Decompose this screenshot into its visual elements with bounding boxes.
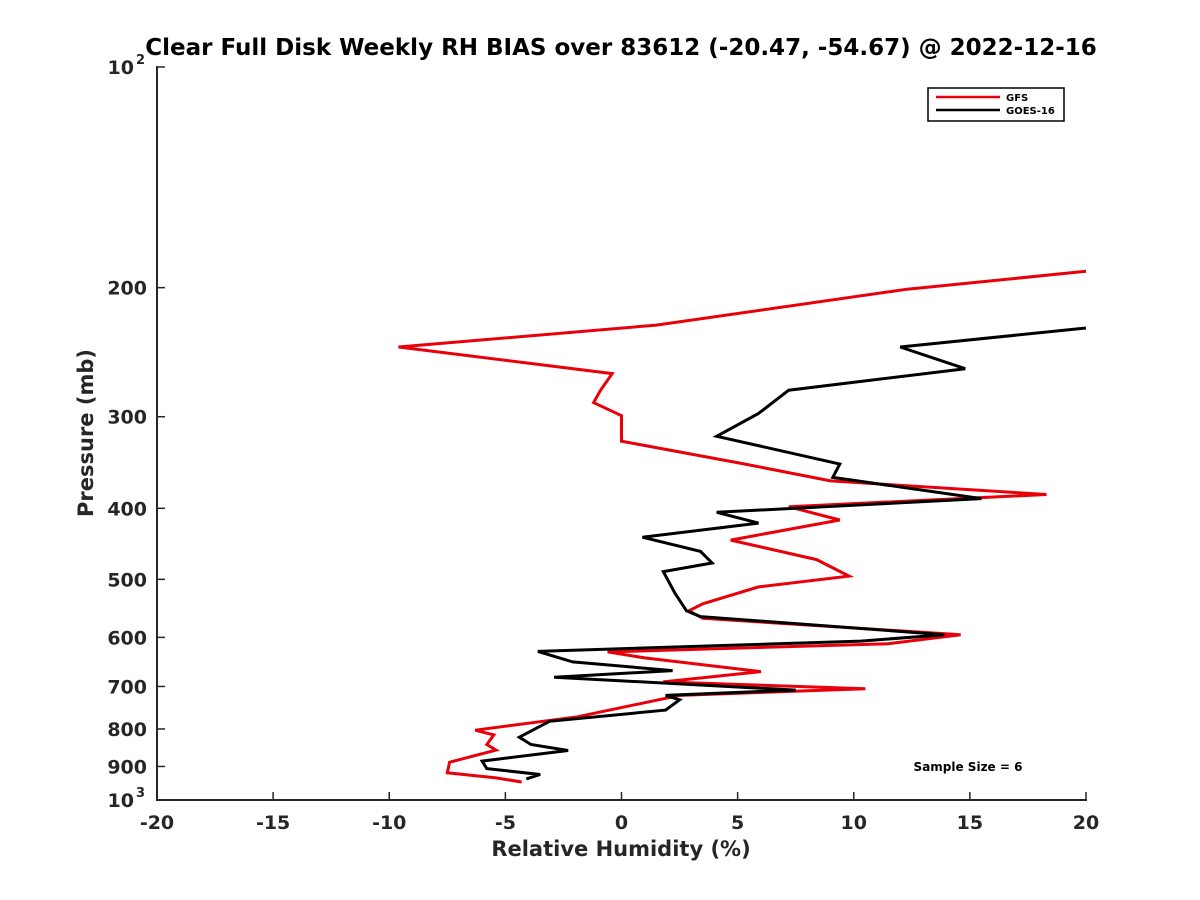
y-tick-exponent: 2 (136, 53, 145, 68)
x-axis-label: Relative Humidity (%) (491, 837, 750, 861)
chart-title: Clear Full Disk Weekly RH BIAS over 8361… (145, 35, 1097, 61)
y-tick-label: 400 (107, 498, 147, 520)
x-tick-label: 10 (841, 812, 867, 834)
y-tick-label: 700 (107, 676, 147, 698)
series-line-gfs (398, 269, 1087, 784)
y-tick-label: 900 (107, 756, 147, 778)
x-tick-label: -5 (495, 812, 516, 834)
y-tick-label: 200 (107, 278, 147, 300)
legend-label-gfs: GFS (1006, 93, 1028, 104)
x-tick-label: 20 (1073, 812, 1099, 834)
y-tick-label: 10 (108, 790, 134, 812)
series-line-goes16 (479, 326, 1087, 781)
y-tick-exponent: 3 (136, 786, 145, 801)
ticks: -20 -15 -10 -5 0 5 10 15 20 200 300 400 500 600 700 800… (107, 53, 1099, 834)
x-tick-label: 0 (615, 812, 628, 834)
x-tick-label: 15 (957, 812, 983, 834)
y-tick-label: 600 (107, 627, 147, 649)
x-tick-label: -15 (256, 812, 290, 834)
series-layer (398, 269, 1087, 784)
x-tick-label: -10 (372, 812, 406, 834)
y-tick-label: 10 (108, 57, 134, 79)
y-tick-label: 800 (107, 719, 147, 741)
legend-box (927, 87, 1065, 122)
sample-size-annotation: Sample Size = 6 (914, 760, 1023, 774)
y-tick-label: 300 (107, 407, 147, 429)
y-tick-label: 500 (107, 569, 147, 591)
legend: GFS GOES-16 (927, 87, 1065, 122)
x-tick-label: -20 (140, 812, 174, 834)
x-tick-label: 5 (731, 812, 744, 834)
y-axis-label: Pressure (mb) (74, 349, 98, 517)
legend-label-goes16: GOES-16 (1006, 106, 1055, 117)
